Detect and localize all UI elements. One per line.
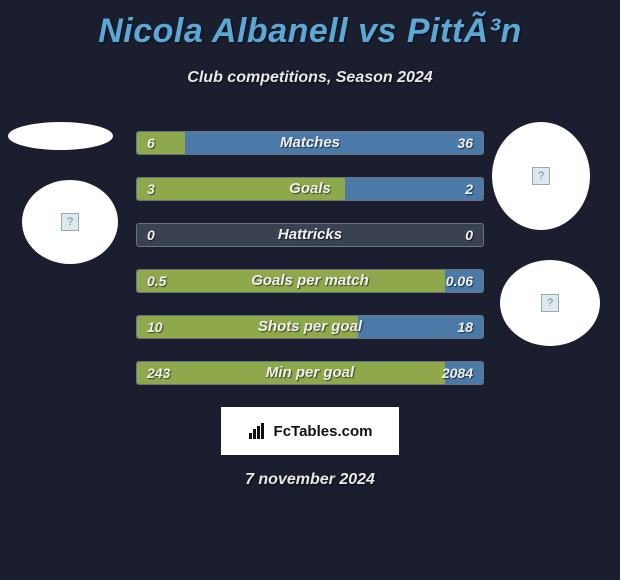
stat-label: Hattricks	[137, 224, 483, 246]
stat-value-right: 2	[465, 178, 473, 200]
stat-row: Hattricks0 0	[136, 223, 484, 247]
subtitle: Club competitions, Season 2024	[0, 69, 620, 87]
placeholder-icon: ?	[541, 294, 559, 312]
stat-label: Goals per match	[137, 270, 483, 292]
stat-value-right: 2084	[442, 362, 473, 384]
page-title: Nicola Albanell vs PittÃ³n	[0, 0, 620, 51]
stat-value-left: 6	[147, 132, 155, 154]
stats-bars: Matches6 36 Goals3 2 Hattricks0 0 Goals per ma…	[136, 131, 484, 385]
stat-label: Matches	[137, 132, 483, 154]
date-text: 7 november 2024	[0, 471, 620, 489]
stat-value-left: 0	[147, 224, 155, 246]
stat-value-left: 3	[147, 178, 155, 200]
stat-row: Shots per goal10 18	[136, 315, 484, 339]
stat-value-left: 243	[147, 362, 170, 384]
decorative-ellipse-left-top	[8, 122, 113, 150]
stat-label: Goals	[137, 178, 483, 200]
brand-text: FcTables.com	[274, 423, 373, 440]
stat-value-left: 0.5	[147, 270, 166, 292]
stat-value-right: 0.06	[446, 270, 473, 292]
stat-row: Goals per match0.5 0.06	[136, 269, 484, 293]
player-avatar-right-bottom: ?	[500, 260, 600, 346]
stat-row: Goals3 2	[136, 177, 484, 201]
stat-value-right: 0	[465, 224, 473, 246]
stat-label: Shots per goal	[137, 316, 483, 338]
stat-value-right: 36	[457, 132, 473, 154]
brand-badge: FcTables.com	[221, 407, 399, 455]
stat-row: Min per goal243 2084	[136, 361, 484, 385]
placeholder-icon: ?	[532, 167, 550, 185]
placeholder-icon: ?	[61, 213, 79, 231]
player-avatar-right-top: ?	[492, 122, 590, 230]
stat-label: Min per goal	[137, 362, 483, 384]
player-avatar-left: ?	[22, 180, 118, 264]
stat-value-left: 10	[147, 316, 163, 338]
brand-bars-icon	[248, 423, 268, 439]
stat-row: Matches6 36	[136, 131, 484, 155]
stat-value-right: 18	[457, 316, 473, 338]
